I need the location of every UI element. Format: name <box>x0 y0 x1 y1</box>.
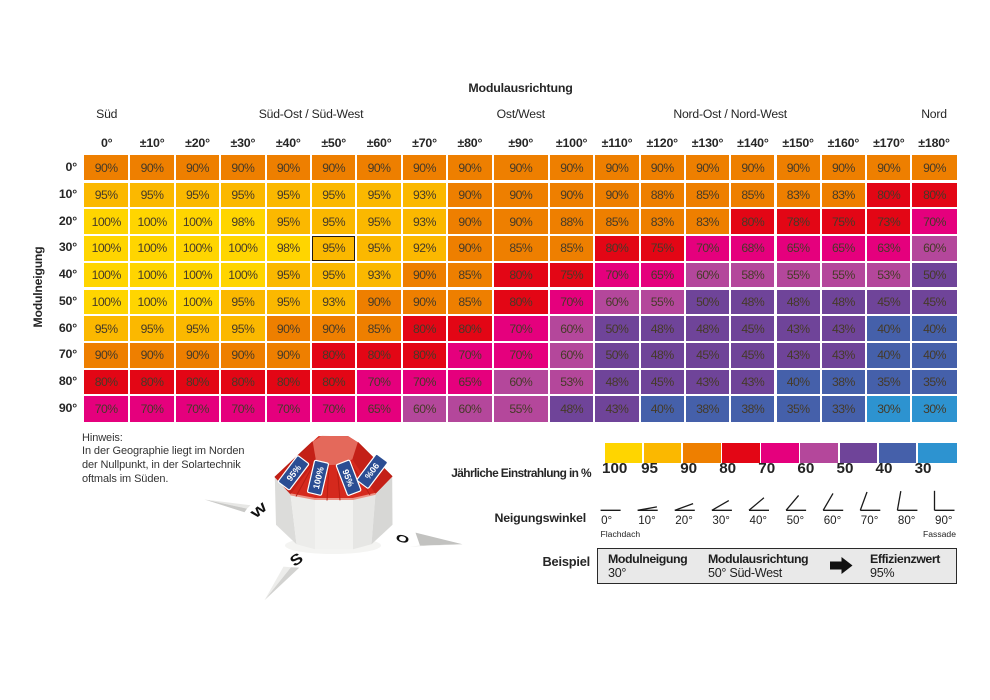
svg-text:100%: 100% <box>311 466 326 490</box>
svg-text:W: W <box>249 500 271 522</box>
svg-text:O: O <box>394 532 410 546</box>
svg-text:S: S <box>287 549 307 570</box>
